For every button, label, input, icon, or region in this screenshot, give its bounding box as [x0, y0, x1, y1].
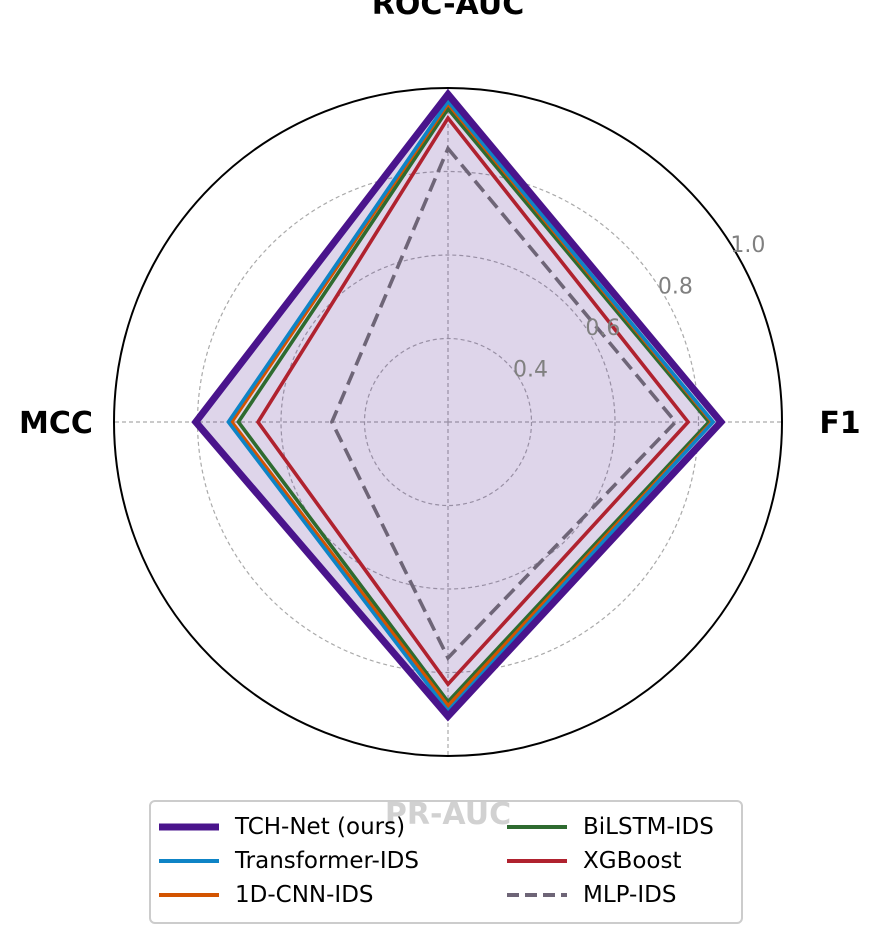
- grid-ring-0: [363, 337, 533, 507]
- legend-swatch-1d-cnn-ids: [159, 893, 219, 897]
- legend-swatch-bilstm-ids: [507, 825, 567, 829]
- legend-item-mlp-ids: MLP-IDS: [505, 880, 676, 910]
- series-layer: [191, 88, 726, 722]
- r-tick-label: 0.4: [513, 358, 548, 383]
- legend-swatch-tch-net-ours: [159, 823, 219, 831]
- legend-label: 1D-CNN-IDS: [235, 882, 374, 908]
- series-line-xgboost: [255, 114, 691, 688]
- axis-label-roc-auc: ROC-AUC: [372, 0, 524, 22]
- series-line-mlp-ids: [329, 145, 678, 661]
- grid-ring-1: [280, 254, 616, 590]
- legend-label: XGBoost: [583, 848, 682, 874]
- legend-swatch-mlp-ids: [507, 893, 567, 897]
- outer-frame: [113, 87, 783, 757]
- r-tick-label: 1.0: [730, 233, 765, 258]
- axis-label-f1: F1: [819, 406, 860, 441]
- series-line-bilstm-ids: [236, 105, 712, 705]
- series-fill-tch-net-ours: [195, 94, 722, 717]
- legend-swatch-transformer-ids: [159, 859, 219, 863]
- legend-label: MLP-IDS: [583, 882, 677, 908]
- legend: TCH-Net (ours) Transformer-IDS 1D-CNN-IDS B…: [149, 800, 743, 924]
- legend-label: Transformer-IDS: [235, 848, 419, 874]
- legend-label: TCH-Net (ours): [235, 814, 406, 840]
- r-tick-label: 0.8: [658, 275, 693, 300]
- series-line-transformer-ids: [226, 98, 716, 714]
- r-tick-label: 0.6: [585, 316, 620, 341]
- legend-label: BiLSTM-IDS: [583, 814, 714, 840]
- legend-item-tch-net-ours: TCH-Net (ours): [157, 812, 405, 842]
- legend-item-transformer-ids: Transformer-IDS: [157, 846, 419, 876]
- axis-label-mcc: MCC: [19, 406, 93, 441]
- legend-item-bilstm-ids: BiLSTM-IDS: [505, 812, 714, 842]
- series-line-tch-net-ours: [191, 88, 726, 722]
- legend-item-1d-cnn-ids: 1D-CNN-IDS: [157, 880, 374, 910]
- legend-swatch-xgboost: [507, 859, 567, 863]
- legend-item-xgboost: XGBoost: [505, 846, 682, 876]
